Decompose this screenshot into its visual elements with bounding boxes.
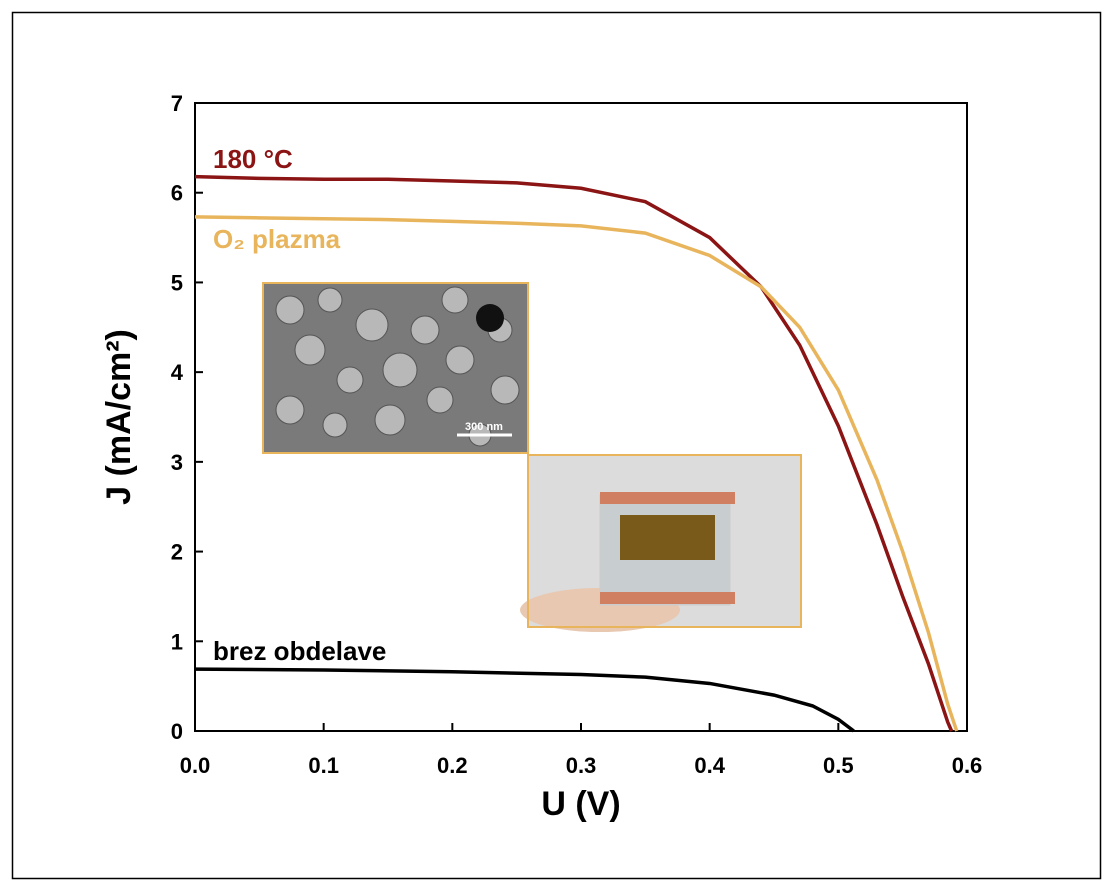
inset-border	[527, 454, 802, 628]
inset-sem: 300 nm	[262, 282, 529, 454]
x-tick-label: 0.0	[180, 753, 211, 778]
series-label: brez obdelave	[213, 636, 386, 666]
y-tick-label: 0	[171, 719, 183, 744]
series-label: 180 °C	[213, 144, 293, 174]
series-label: O₂ plazma	[213, 224, 341, 254]
x-axis-label: U (V)	[541, 785, 620, 823]
x-tick-label: 0.4	[694, 753, 725, 778]
inset-photo	[520, 454, 802, 632]
photo-contact	[600, 592, 735, 604]
y-tick-label: 3	[171, 450, 183, 475]
y-tick-label: 4	[171, 360, 184, 385]
x-tick-label: 0.5	[823, 753, 854, 778]
photo-film	[620, 515, 715, 560]
series-line	[194, 215, 959, 732]
inset-border	[262, 282, 529, 454]
y-tick-label: 7	[171, 91, 183, 116]
sem-grains	[275, 286, 520, 447]
scale-label: 300 nm	[465, 421, 503, 433]
y-tick-label: 2	[171, 540, 183, 565]
y-tick-label: 1	[171, 629, 183, 654]
x-tick-label: 0.6	[952, 753, 983, 778]
sem-pore	[476, 304, 504, 332]
frame	[11, 11, 1102, 880]
x-tick-label: 0.3	[566, 753, 597, 778]
photo-contact	[600, 492, 735, 504]
y-tick-label: 6	[171, 181, 183, 206]
x-tick-label: 0.2	[437, 753, 468, 778]
y-axis-label: J (mA/cm²)	[100, 329, 138, 505]
x-tick-label: 0.1	[308, 753, 339, 778]
y-tick-label: 5	[171, 270, 183, 295]
series-line	[194, 667, 855, 733]
series-line	[194, 174, 954, 732]
